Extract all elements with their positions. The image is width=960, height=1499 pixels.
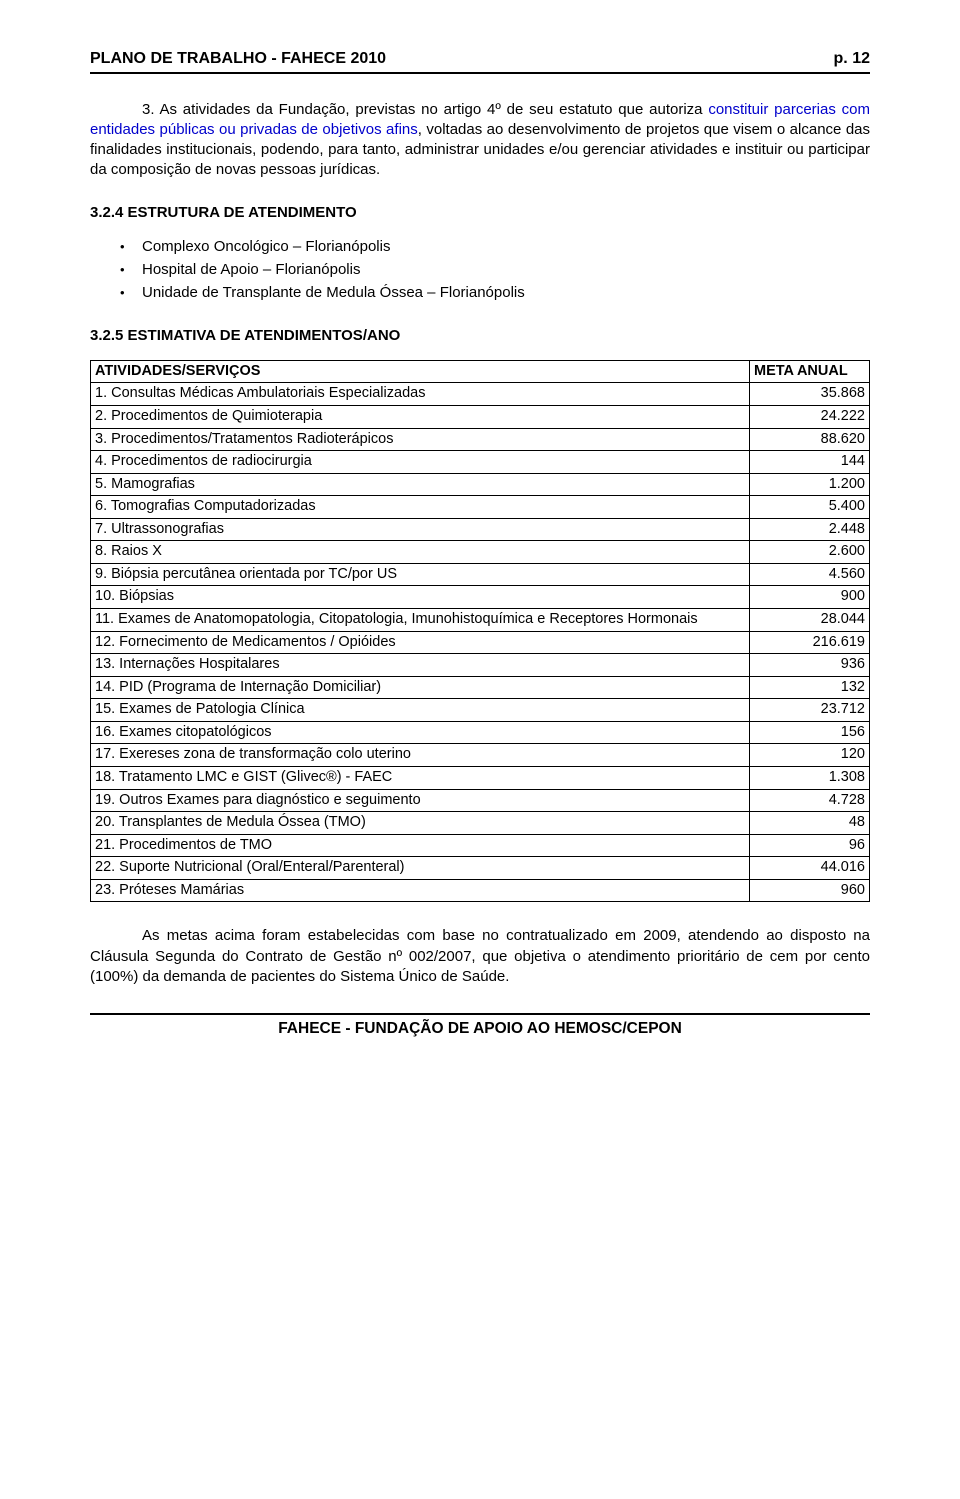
section-324-heading: 3.2.4 ESTRUTURA DE ATENDIMENTO bbox=[90, 203, 870, 223]
service-cell: 23. Próteses Mamárias bbox=[91, 879, 750, 902]
table-row: 3. Procedimentos/Tratamentos Radioterápi… bbox=[91, 428, 870, 451]
meta-cell: 900 bbox=[750, 586, 870, 609]
table-row: 16. Exames citopatológicos156 bbox=[91, 721, 870, 744]
footer-text: FAHECE - FUNDAÇÃO DE APOIO AO HEMOSC/CEP… bbox=[90, 1019, 870, 1040]
service-cell: 16. Exames citopatológicos bbox=[91, 721, 750, 744]
service-cell: 21. Procedimentos de TMO bbox=[91, 834, 750, 857]
meta-cell: 132 bbox=[750, 676, 870, 699]
service-cell: 11. Exames de Anatomopatologia, Citopato… bbox=[91, 609, 750, 632]
service-cell: 8. Raios X bbox=[91, 541, 750, 564]
page-header: PLANO DE TRABALHO - FAHECE 2010 p. 12 bbox=[90, 48, 870, 70]
meta-cell: 96 bbox=[750, 834, 870, 857]
service-cell: 18. Tratamento LMC e GIST (Glivec®) - FA… bbox=[91, 766, 750, 789]
table-row: 11. Exames de Anatomopatologia, Citopato… bbox=[91, 609, 870, 632]
table-row: 4. Procedimentos de radiocirurgia144 bbox=[91, 451, 870, 474]
service-cell: 9. Biópsia percutânea orientada por TC/p… bbox=[91, 563, 750, 586]
meta-cell: 216.619 bbox=[750, 631, 870, 654]
section-324-list: Complexo Oncológico – Florianópolis Hospi… bbox=[90, 237, 870, 304]
col-service-header: ATIVIDADES/SERVIÇOS bbox=[91, 360, 750, 383]
intro-paragraph: 3. As atividades da Fundação, previstas … bbox=[90, 100, 870, 181]
service-cell: 3. Procedimentos/Tratamentos Radioterápi… bbox=[91, 428, 750, 451]
table-row: 12. Fornecimento de Medicamentos / Opiói… bbox=[91, 631, 870, 654]
col-meta-header: META ANUAL bbox=[750, 360, 870, 383]
service-cell: 5. Mamografias bbox=[91, 473, 750, 496]
service-cell: 22. Suporte Nutricional (Oral/Enteral/Pa… bbox=[91, 857, 750, 880]
service-cell: 13. Internações Hospitalares bbox=[91, 654, 750, 677]
meta-cell: 88.620 bbox=[750, 428, 870, 451]
header-title: PLANO DE TRABALHO - FAHECE 2010 bbox=[90, 48, 386, 70]
meta-cell: 4.728 bbox=[750, 789, 870, 812]
table-row: 9. Biópsia percutânea orientada por TC/p… bbox=[91, 563, 870, 586]
table-row: 5. Mamografias1.200 bbox=[91, 473, 870, 496]
meta-cell: 2.448 bbox=[750, 518, 870, 541]
table-row: 1. Consultas Médicas Ambulatoriais Espec… bbox=[91, 383, 870, 406]
meta-cell: 144 bbox=[750, 451, 870, 474]
table-row: 13. Internações Hospitalares936 bbox=[91, 654, 870, 677]
meta-cell: 156 bbox=[750, 721, 870, 744]
meta-cell: 5.400 bbox=[750, 496, 870, 519]
meta-cell: 936 bbox=[750, 654, 870, 677]
table-row: 21. Procedimentos de TMO96 bbox=[91, 834, 870, 857]
table-row: 19. Outros Exames para diagnóstico e seg… bbox=[91, 789, 870, 812]
service-cell: 7. Ultrassonografias bbox=[91, 518, 750, 541]
meta-cell: 23.712 bbox=[750, 699, 870, 722]
meta-cell: 28.044 bbox=[750, 609, 870, 632]
closing-paragraph: As metas acima foram estabelecidas com b… bbox=[90, 926, 870, 987]
meta-cell: 120 bbox=[750, 744, 870, 767]
table-row: 20. Transplantes de Medula Óssea (TMO)48 bbox=[91, 812, 870, 835]
service-cell: 15. Exames de Patologia Clínica bbox=[91, 699, 750, 722]
service-cell: 1. Consultas Médicas Ambulatoriais Espec… bbox=[91, 383, 750, 406]
table-row: 10. Biópsias900 bbox=[91, 586, 870, 609]
service-cell: 6. Tomografias Computadorizadas bbox=[91, 496, 750, 519]
table-row: 8. Raios X2.600 bbox=[91, 541, 870, 564]
service-cell: 10. Biópsias bbox=[91, 586, 750, 609]
service-cell: 19. Outros Exames para diagnóstico e seg… bbox=[91, 789, 750, 812]
table-row: 6. Tomografias Computadorizadas5.400 bbox=[91, 496, 870, 519]
list-item: Hospital de Apoio – Florianópolis bbox=[142, 260, 870, 280]
intro-prefix: 3. As atividades da Fundação, previstas … bbox=[142, 101, 708, 118]
section-325-heading: 3.2.5 ESTIMATIVA DE ATENDIMENTOS/ANO bbox=[90, 326, 870, 346]
service-cell: 20. Transplantes de Medula Óssea (TMO) bbox=[91, 812, 750, 835]
service-cell: 12. Fornecimento de Medicamentos / Opiói… bbox=[91, 631, 750, 654]
meta-cell: 4.560 bbox=[750, 563, 870, 586]
meta-cell: 24.222 bbox=[750, 405, 870, 428]
meta-cell: 35.868 bbox=[750, 383, 870, 406]
service-cell: 17. Exereses zona de transformação colo … bbox=[91, 744, 750, 767]
table-row: 17. Exereses zona de transformação colo … bbox=[91, 744, 870, 767]
service-cell: 2. Procedimentos de Quimioterapia bbox=[91, 405, 750, 428]
meta-cell: 1.308 bbox=[750, 766, 870, 789]
footer-divider bbox=[90, 1013, 870, 1015]
table-row: 7. Ultrassonografias2.448 bbox=[91, 518, 870, 541]
meta-cell: 48 bbox=[750, 812, 870, 835]
service-cell: 4. Procedimentos de radiocirurgia bbox=[91, 451, 750, 474]
table-header-row: ATIVIDADES/SERVIÇOS META ANUAL bbox=[91, 360, 870, 383]
atendimentos-table: ATIVIDADES/SERVIÇOS META ANUAL 1. Consul… bbox=[90, 360, 870, 903]
header-page: p. 12 bbox=[834, 48, 870, 70]
table-row: 22. Suporte Nutricional (Oral/Enteral/Pa… bbox=[91, 857, 870, 880]
table-row: 15. Exames de Patologia Clínica23.712 bbox=[91, 699, 870, 722]
table-row: 18. Tratamento LMC e GIST (Glivec®) - FA… bbox=[91, 766, 870, 789]
header-divider bbox=[90, 72, 870, 74]
table-row: 2. Procedimentos de Quimioterapia24.222 bbox=[91, 405, 870, 428]
list-item: Unidade de Transplante de Medula Óssea –… bbox=[142, 283, 870, 303]
meta-cell: 2.600 bbox=[750, 541, 870, 564]
service-cell: 14. PID (Programa de Internação Domicili… bbox=[91, 676, 750, 699]
meta-cell: 1.200 bbox=[750, 473, 870, 496]
meta-cell: 960 bbox=[750, 879, 870, 902]
table-row: 14. PID (Programa de Internação Domicili… bbox=[91, 676, 870, 699]
table-row: 23. Próteses Mamárias960 bbox=[91, 879, 870, 902]
list-item: Complexo Oncológico – Florianópolis bbox=[142, 237, 870, 257]
meta-cell: 44.016 bbox=[750, 857, 870, 880]
